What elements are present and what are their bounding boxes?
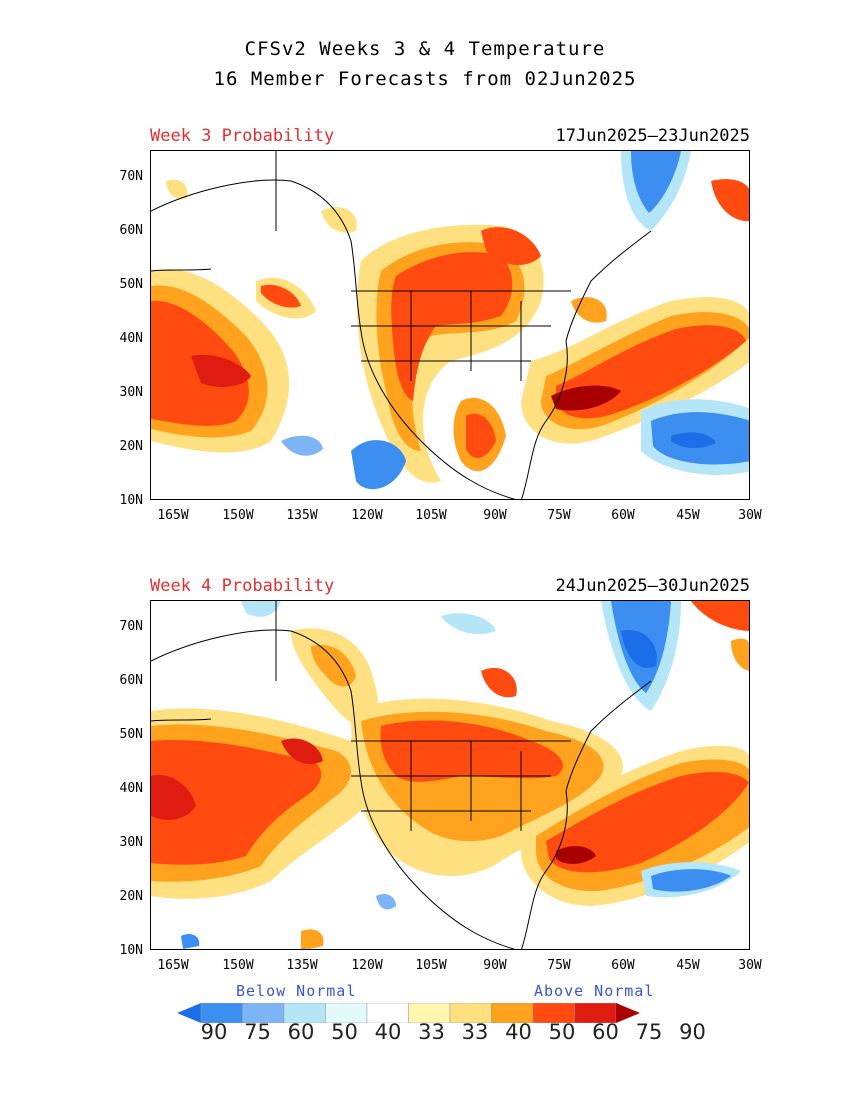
lon-label: 75W (547, 508, 571, 523)
legend-value: 90 (679, 1020, 706, 1044)
lon-label: 120W (351, 958, 383, 973)
lat-label: 70N (119, 169, 143, 184)
week4-cold-regions (181, 601, 741, 949)
lon-label: 45W (676, 958, 700, 973)
lat-label: 10N (119, 943, 143, 958)
legend-value: 50 (548, 1020, 576, 1044)
legend-arrow-left (177, 1003, 201, 1023)
lat-label: 40N (119, 331, 143, 346)
week3-map-svg (151, 151, 749, 499)
lat-label: 60N (119, 673, 143, 688)
lon-label: 105W (415, 508, 447, 523)
lon-label: 165W (157, 508, 189, 523)
week3-dates: 17Jun2025—23Jun2025 (555, 126, 750, 146)
lon-label: 120W (351, 508, 383, 523)
week4-label: Week 4 Probability (150, 576, 335, 596)
legend-above-label: Above Normal (534, 982, 655, 1000)
lat-label: 10N (119, 493, 143, 508)
lon-label: 75W (547, 958, 571, 973)
week3-map (150, 150, 750, 500)
lat-label: 30N (119, 385, 143, 400)
legend-value: 75 (244, 1020, 271, 1044)
week4-coastlines (151, 601, 652, 949)
lon-label: 90W (483, 508, 507, 523)
week3-coastlines (151, 151, 652, 499)
lon-label: 150W (222, 508, 254, 523)
legend-value: 40 (505, 1020, 532, 1044)
week4-map-svg (151, 601, 749, 949)
legend-arrow-right (616, 1003, 640, 1023)
lat-label: 20N (119, 889, 143, 904)
week3-cold-regions (281, 151, 749, 490)
lon-label: 30W (738, 508, 762, 523)
lat-label: 60N (119, 223, 143, 238)
week3-warm-north-america (356, 224, 544, 483)
legend-value: 90 (200, 1020, 228, 1044)
lat-label: 50N (119, 727, 143, 742)
lon-label: 135W (286, 958, 318, 973)
lon-label: 90W (483, 958, 507, 973)
color-legend-bar (177, 1003, 640, 1023)
lon-label: 135W (286, 508, 318, 523)
lon-label: 60W (611, 958, 635, 973)
lat-label: 20N (119, 439, 143, 454)
week3-warm-pacific (151, 269, 316, 453)
week3-label: Week 3 Probability (150, 126, 335, 146)
lat-label: 30N (119, 835, 143, 850)
week4-warm-pacific (151, 708, 382, 899)
chart-subtitle: 16 Member Forecasts from 02Jun2025 (213, 68, 637, 90)
lon-label: 105W (415, 958, 447, 973)
legend-value: 60 (287, 1020, 315, 1044)
lon-label: 45W (676, 508, 700, 523)
chart-title: CFSv2 Weeks 3 & 4 Temperature (244, 38, 606, 60)
lat-label: 50N (119, 277, 143, 292)
legend-value: 75 (635, 1020, 663, 1044)
lat-label: 40N (119, 781, 143, 796)
lon-label: 165W (157, 958, 189, 973)
legend-value: 40 (374, 1020, 402, 1044)
legend-below-label: Below Normal (236, 982, 357, 1000)
week4-map (150, 600, 750, 950)
legend-value: 50 (331, 1020, 358, 1044)
legend-value: 33 (418, 1020, 445, 1044)
lon-label: 60W (611, 508, 635, 523)
lon-label: 150W (222, 958, 254, 973)
legend-value: 60 (592, 1020, 619, 1044)
week4-dates: 24Jun2025—30Jun2025 (555, 576, 750, 596)
legend-value: 33 (461, 1020, 489, 1044)
lat-label: 70N (119, 619, 143, 634)
lon-label: 30W (738, 958, 762, 973)
